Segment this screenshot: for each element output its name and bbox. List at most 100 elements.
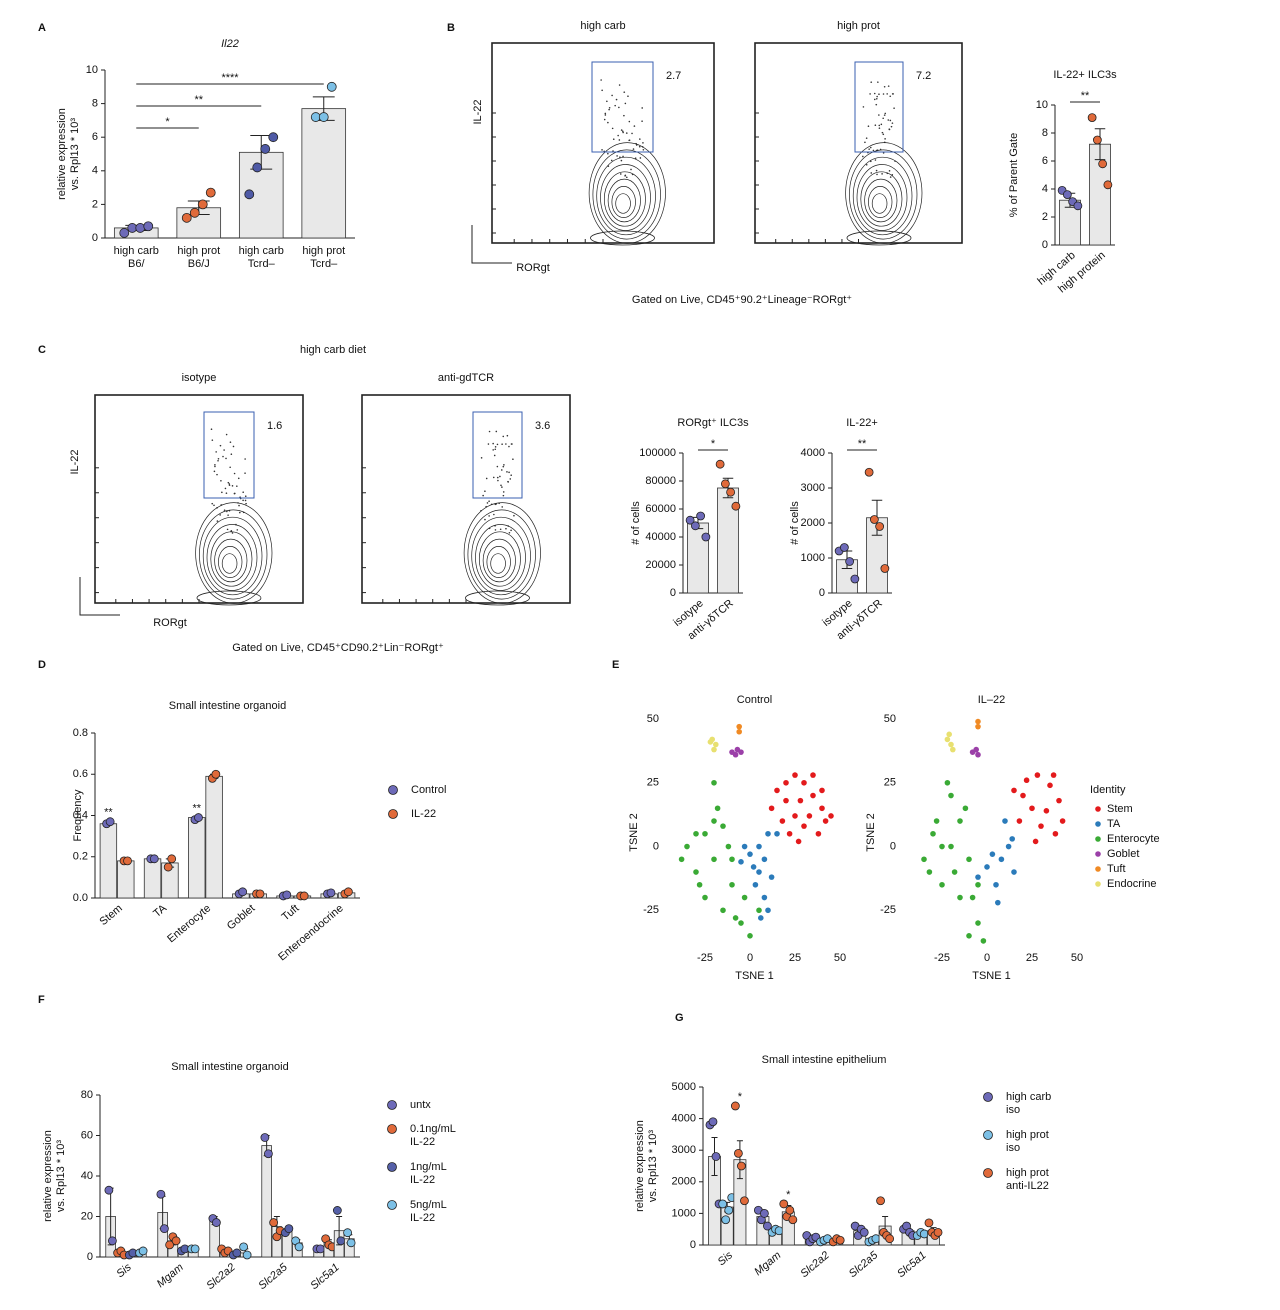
event-dot bbox=[614, 104, 616, 107]
data-point bbox=[1073, 201, 1083, 211]
data-point bbox=[696, 881, 703, 888]
y-axis-label: IL-22 bbox=[472, 99, 484, 124]
data-point bbox=[1020, 792, 1026, 799]
data-point bbox=[715, 459, 725, 469]
event-dot bbox=[223, 509, 226, 511]
y-tick-label: 8 bbox=[92, 98, 98, 110]
legend-marker bbox=[1095, 866, 1101, 872]
event-dot bbox=[244, 495, 247, 498]
data-point bbox=[768, 874, 775, 880]
contour bbox=[607, 178, 641, 223]
plot-title: high prot bbox=[837, 20, 880, 32]
legend-label: IL-22 bbox=[411, 808, 436, 820]
data-point bbox=[718, 1199, 728, 1209]
data-point bbox=[721, 1215, 731, 1225]
event-dot bbox=[615, 98, 618, 101]
data-point bbox=[859, 1227, 869, 1237]
event-dot bbox=[878, 127, 881, 129]
data-point bbox=[948, 843, 954, 850]
panel-label: A bbox=[38, 22, 46, 34]
data-point bbox=[792, 813, 798, 819]
chart-title: Small intestine organoid bbox=[169, 700, 286, 712]
event-dot bbox=[510, 474, 512, 476]
data-point bbox=[135, 223, 146, 233]
y-axis-label: relative expression bbox=[634, 1120, 646, 1212]
event-dot bbox=[222, 455, 224, 458]
data-point bbox=[819, 787, 825, 794]
data-point bbox=[815, 830, 822, 837]
data-point bbox=[189, 207, 200, 218]
data-point bbox=[756, 907, 762, 914]
data-point bbox=[107, 1236, 117, 1246]
event-dot bbox=[639, 138, 641, 140]
event-dot bbox=[628, 139, 631, 142]
x-tick-label: Slc2a2 bbox=[798, 1249, 831, 1280]
event-dot bbox=[877, 81, 879, 83]
y-tick-label: 0 bbox=[819, 587, 825, 599]
legend-marker bbox=[1095, 881, 1101, 887]
x-tick-label: 0 bbox=[984, 952, 990, 964]
data-point bbox=[1002, 818, 1008, 824]
y-tick-label: 0.0 bbox=[73, 892, 88, 904]
contour bbox=[206, 524, 258, 591]
event-dot bbox=[864, 141, 866, 144]
event-dot bbox=[625, 176, 628, 179]
data-point bbox=[708, 1117, 718, 1127]
data-point bbox=[299, 891, 309, 901]
data-point bbox=[1023, 777, 1030, 784]
data-point bbox=[869, 515, 879, 524]
event-dot bbox=[869, 146, 872, 149]
event-dot bbox=[604, 114, 607, 116]
event-dot bbox=[229, 466, 231, 469]
y-tick-label: 2 bbox=[92, 198, 98, 210]
legend-label: 0.1ng/mL IL-22 bbox=[410, 1123, 456, 1148]
event-dot bbox=[600, 79, 602, 81]
contour bbox=[221, 553, 238, 574]
event-dot bbox=[227, 481, 230, 484]
data-point bbox=[1009, 836, 1015, 842]
event-dot bbox=[620, 159, 623, 162]
data-point bbox=[736, 723, 742, 730]
data-point bbox=[756, 843, 762, 850]
event-dot bbox=[887, 119, 890, 121]
legend-label: high carb iso bbox=[1006, 1091, 1051, 1116]
contour bbox=[615, 193, 631, 214]
data-point bbox=[260, 144, 271, 154]
annotation: ** bbox=[192, 802, 201, 814]
contour bbox=[478, 531, 521, 587]
x-tick-label: Slc2a5 bbox=[256, 1261, 290, 1292]
event-dot bbox=[873, 98, 876, 101]
event-dot bbox=[505, 443, 507, 445]
event-dot bbox=[214, 465, 216, 468]
contour bbox=[856, 164, 908, 231]
event-dot bbox=[862, 155, 864, 158]
legend-marker bbox=[983, 1130, 993, 1140]
event-dot bbox=[484, 518, 486, 521]
event-dot bbox=[868, 148, 870, 150]
event-dot bbox=[506, 471, 508, 473]
y-tick-label: 5000 bbox=[672, 1081, 696, 1093]
plot-title: isotype bbox=[182, 372, 217, 384]
contour bbox=[864, 178, 898, 223]
x-axis-label: TSNE 1 bbox=[972, 970, 1011, 982]
data-point bbox=[1062, 190, 1072, 200]
x-tick-label: Slc2a5 bbox=[847, 1249, 881, 1280]
event-dot bbox=[622, 130, 624, 133]
event-dot bbox=[618, 139, 621, 141]
y-tick-label: 80000 bbox=[645, 475, 676, 487]
data-point bbox=[720, 907, 726, 914]
event-dot bbox=[499, 528, 502, 531]
y-axis-label: relative expression bbox=[56, 108, 68, 200]
data-point bbox=[684, 843, 690, 850]
event-dot bbox=[608, 106, 611, 109]
event-dot bbox=[889, 119, 892, 122]
data-point bbox=[998, 856, 1005, 863]
x-tick-label: Sis bbox=[716, 1249, 736, 1268]
data-point bbox=[707, 739, 714, 745]
event-dot bbox=[601, 89, 603, 92]
x-tick-label: Mgam bbox=[752, 1249, 783, 1278]
data-point bbox=[282, 890, 292, 900]
x-tick-label: Slc5a1 bbox=[895, 1249, 928, 1280]
y-tick-label: 20000 bbox=[645, 559, 676, 571]
data-point bbox=[760, 1209, 769, 1218]
